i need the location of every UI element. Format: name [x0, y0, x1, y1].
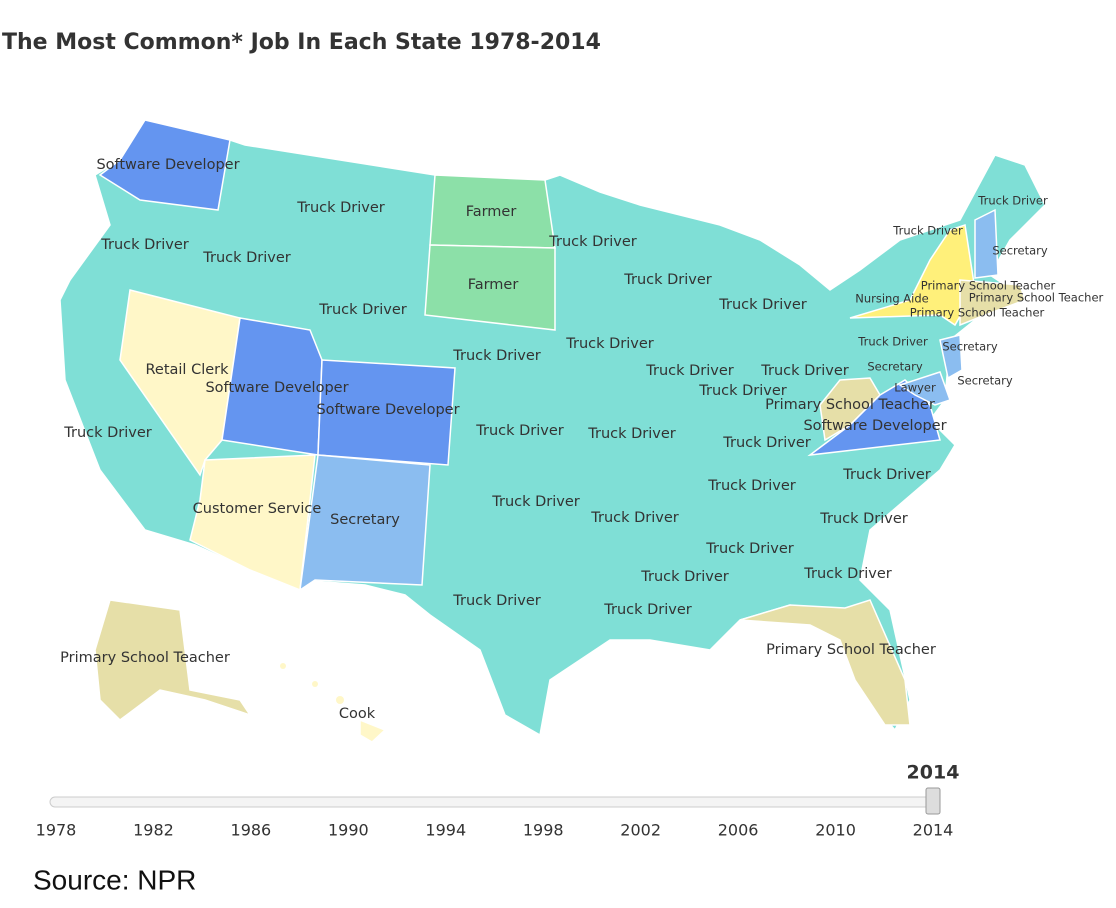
state-label: Truck Driver [819, 511, 908, 527]
year-label: 2002 [620, 821, 661, 840]
state-label: Truck Driver [590, 510, 679, 526]
state-label: Secretary [957, 374, 1013, 388]
state-label: Truck Driver [587, 426, 676, 442]
year-label: 2006 [718, 821, 759, 840]
state-label: Farmer [466, 204, 517, 220]
state [849, 224, 976, 327]
state-label: Truck Driver [623, 272, 712, 288]
state-label: Primary School Teacher [969, 291, 1104, 305]
state-label: Truck Driver [803, 566, 892, 582]
state-label: Truck Driver [857, 335, 928, 349]
state [317, 359, 456, 466]
year-label: 2014 [913, 821, 954, 840]
year-label: 2010 [815, 821, 856, 840]
state-label: Secretary [942, 340, 998, 354]
state-label: Secretary [330, 512, 400, 528]
state-label: Primary School Teacher [766, 642, 936, 658]
state [974, 208, 999, 279]
state-label: Cook [339, 706, 376, 722]
state [98, 119, 231, 211]
state-label: Truck Driver [977, 194, 1048, 208]
state-label: Truck Driver [100, 237, 189, 253]
state [94, 599, 252, 721]
state-label: Truck Driver [565, 336, 654, 352]
island [336, 696, 344, 704]
state-label: Truck Driver [892, 224, 963, 238]
state-label: Primary School Teacher [765, 397, 935, 413]
slider-handle[interactable] [925, 787, 941, 815]
state [739, 599, 911, 726]
selected-year: 2014 [907, 762, 960, 784]
state-label: Truck Driver [452, 348, 541, 364]
state-label: Software Developer [803, 418, 946, 434]
year-label: 1998 [523, 821, 564, 840]
state [807, 379, 941, 457]
state-label: Truck Driver [318, 302, 407, 318]
slider-track [49, 796, 936, 808]
state-label: Truck Driver [603, 602, 692, 618]
state-label: Software Developer [205, 380, 348, 396]
state-label: Primary School Teacher [60, 650, 230, 666]
title: The Most Common* Job In Each State 1978-… [2, 30, 601, 55]
state-label: Truck Driver [842, 467, 931, 483]
state-label: Truck Driver [705, 541, 794, 557]
state-label: Lawyer [894, 381, 936, 395]
year-ticks: 1978 1982 1986 1990 1994 1998 2002 2006 2010 2014 [36, 821, 954, 840]
state [359, 718, 387, 743]
state [959, 279, 1026, 327]
island [312, 681, 318, 687]
state-label: Secretary [992, 244, 1048, 258]
state-label: Truck Driver [452, 593, 541, 609]
year-label: 1990 [328, 821, 369, 840]
state-label: Truck Driver [760, 363, 849, 379]
state-label: Truck Driver [722, 435, 811, 451]
year-label: 1986 [231, 821, 272, 840]
year-label: 1994 [425, 821, 466, 840]
state-label: Truck Driver [475, 423, 564, 439]
state [939, 334, 963, 380]
state-label: Nursing Aide [855, 292, 929, 306]
state-label: Truck Driver [698, 383, 787, 399]
state [189, 454, 316, 592]
state-label: Secretary [867, 360, 923, 374]
state-label: Software Developer [96, 157, 239, 173]
island [280, 663, 286, 669]
state-label: Primary School Teacher [921, 279, 1056, 293]
state-label: Retail Clerk [145, 362, 229, 378]
state [299, 454, 431, 592]
state [424, 244, 556, 331]
state-label: Truck Driver [491, 494, 580, 510]
year-label: 1978 [36, 821, 77, 840]
state-label: Truck Driver [63, 425, 152, 441]
state-label: Truck Driver [645, 363, 734, 379]
state-label: Truck Driver [718, 297, 807, 313]
state-label: Truck Driver [202, 250, 291, 266]
state-label: Truck Driver [548, 234, 637, 250]
state-label: Primary School Teacher [910, 306, 1045, 320]
state-label: Customer Service [193, 501, 322, 517]
year-label: 1982 [133, 821, 174, 840]
state-label: Truck Driver [707, 478, 796, 494]
timeline: 2014 1978 1982 1986 1990 1994 1998 2002 2006 201… [36, 762, 960, 840]
state-label: Truck Driver [296, 200, 385, 216]
state-label: Farmer [468, 277, 519, 293]
state [898, 371, 951, 406]
state-label: Truck Driver [640, 569, 729, 585]
map [59, 119, 1046, 743]
state-label: Software Developer [316, 402, 459, 418]
source: Source: NPR [33, 864, 196, 895]
